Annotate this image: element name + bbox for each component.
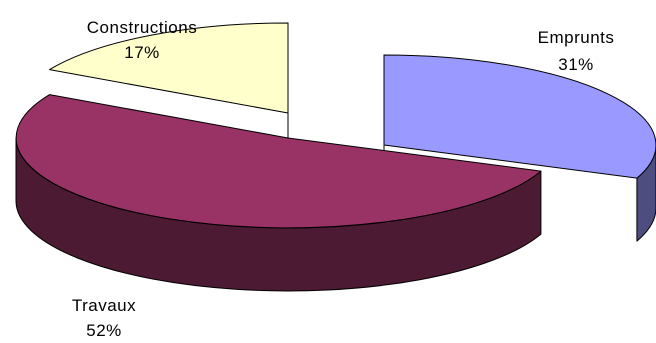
slice-constructions bbox=[49, 22, 289, 114]
label-emprunts-name: Emprunts bbox=[538, 28, 615, 47]
label-travaux-name: Travaux bbox=[72, 296, 136, 315]
label-travaux-value: 52% bbox=[86, 321, 122, 340]
label-emprunts-value: 31% bbox=[558, 55, 594, 74]
label-constructions-value: 17% bbox=[124, 43, 160, 62]
slice-emprunts bbox=[383, 54, 656, 179]
label-constructions-name: Constructions bbox=[87, 18, 197, 37]
slice-travaux bbox=[15, 94, 542, 229]
